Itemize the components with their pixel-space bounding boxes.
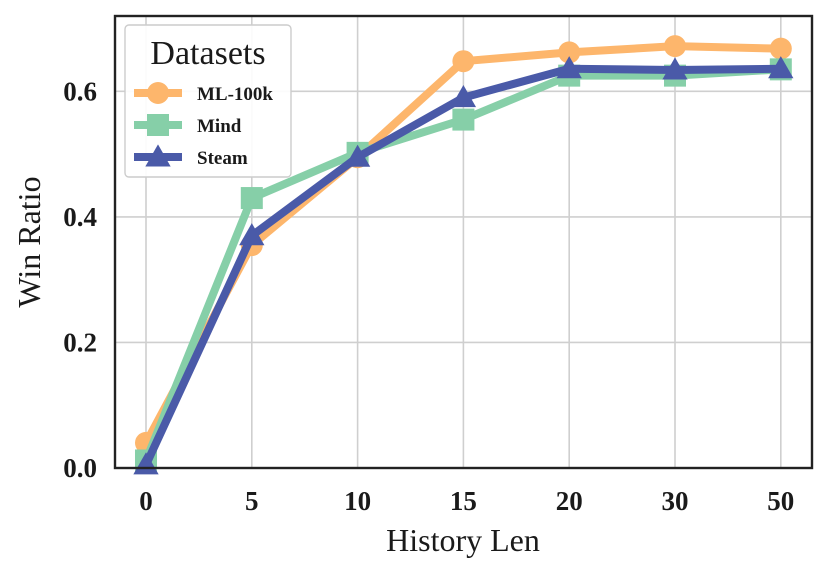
legend-marker-steam: [145, 144, 171, 167]
data-point-ml-100k: [452, 50, 475, 73]
legend-label-mind: Mind: [197, 116, 242, 137]
y-tick-label: 0.2: [63, 327, 97, 357]
legend-title: Datasets: [150, 35, 265, 72]
legend-item-steam: Steam: [134, 144, 248, 169]
y-tick-labels: 0.0 0.2 0.4 0.6: [63, 76, 97, 483]
x-tick-label: 15: [450, 486, 477, 516]
x-tick-label: 0: [139, 486, 153, 516]
y-tick-label: 0.4: [63, 202, 97, 232]
data-point-mind: [452, 108, 475, 131]
x-tick-label: 5: [245, 486, 259, 516]
data-point-steam: [768, 56, 794, 79]
x-tick-label: 30: [662, 486, 689, 516]
legend-item-ml-100k: ML-100k: [134, 82, 273, 105]
data-point-mind: [240, 187, 263, 210]
data-point-steam: [556, 56, 582, 79]
legend: Datasets ML-100k Mind Steam: [124, 24, 292, 178]
legend-box: [124, 24, 292, 178]
x-tick-label: 10: [344, 486, 371, 516]
x-axis-title: History Len: [386, 522, 540, 558]
series-layer: [133, 35, 794, 475]
data-point-steam: [344, 144, 371, 167]
data-point-steam: [450, 84, 477, 108]
legend-marker-ml-100k: [147, 82, 169, 104]
legend-label-ml-100k: ML-100k: [197, 84, 273, 105]
data-point-ml-100k: [664, 35, 686, 58]
legend-marker-mind: [147, 114, 169, 136]
data-point-ml-100k: [769, 37, 792, 60]
data-point-ml-100k: [558, 41, 581, 64]
legend-label-steam: Steam: [197, 148, 248, 169]
plot-frame: [113, 14, 814, 470]
x-tick-labels: 0 5 10 15 20 30 50: [139, 486, 794, 516]
data-point-steam: [662, 57, 688, 80]
y-tick-label: 0.0: [63, 453, 97, 483]
y-tick-label: 0.6: [63, 76, 97, 106]
series-steam: [133, 56, 794, 475]
legend-item-mind: Mind: [134, 114, 242, 137]
x-tick-label: 50: [767, 486, 794, 516]
x-tick-label: 20: [556, 486, 583, 516]
data-point-steam: [239, 223, 265, 246]
y-axis-title: Win Ratio: [11, 176, 47, 307]
legend-items: ML-100k Mind Steam: [134, 82, 273, 169]
